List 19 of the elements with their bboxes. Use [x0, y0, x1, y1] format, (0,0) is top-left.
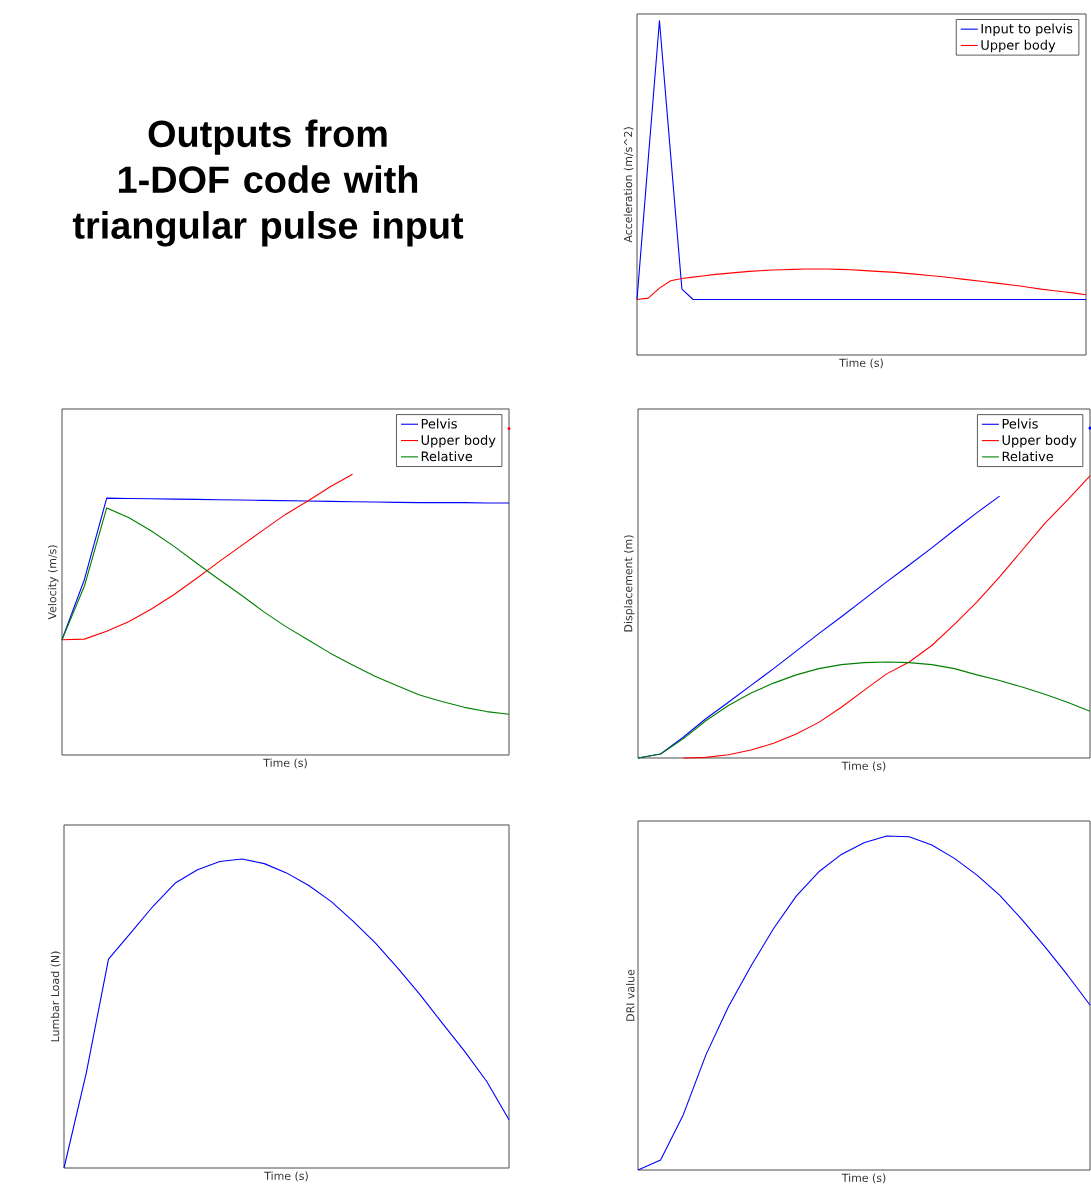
x-axis-title: Time (s) — [841, 761, 886, 772]
x-axis-title: Time (s) — [263, 758, 307, 769]
legend-label: Relative — [1002, 451, 1054, 462]
legend-label: Relative — [421, 451, 473, 462]
legend-label: Pelvis — [421, 418, 457, 429]
legend-label: Upper body — [1002, 434, 1077, 448]
y-axis-title: Velocity (m/s) — [47, 545, 59, 620]
text: Outputs from 1-DOF code with triangular pulse input — [72, 119, 464, 247]
y-axis-title: Lumbar Load (N) — [50, 951, 61, 1042]
legend-label: Upper body — [421, 434, 496, 448]
x-axis-title: Time (s) — [839, 358, 883, 369]
legend-label: Input to pelvis — [981, 23, 1073, 37]
x-axis-title: Time (s) — [841, 1173, 886, 1184]
y-axis-title: Displacement (m) — [623, 535, 635, 632]
x-axis-title: Time (s) — [264, 1171, 308, 1182]
y-axis-title: DRI value — [626, 969, 635, 1021]
legend-label: Pelvis — [1002, 418, 1038, 429]
y-axis-title: Acceleration (m/s^2) — [623, 127, 634, 243]
legend-label: Upper body — [981, 39, 1056, 53]
